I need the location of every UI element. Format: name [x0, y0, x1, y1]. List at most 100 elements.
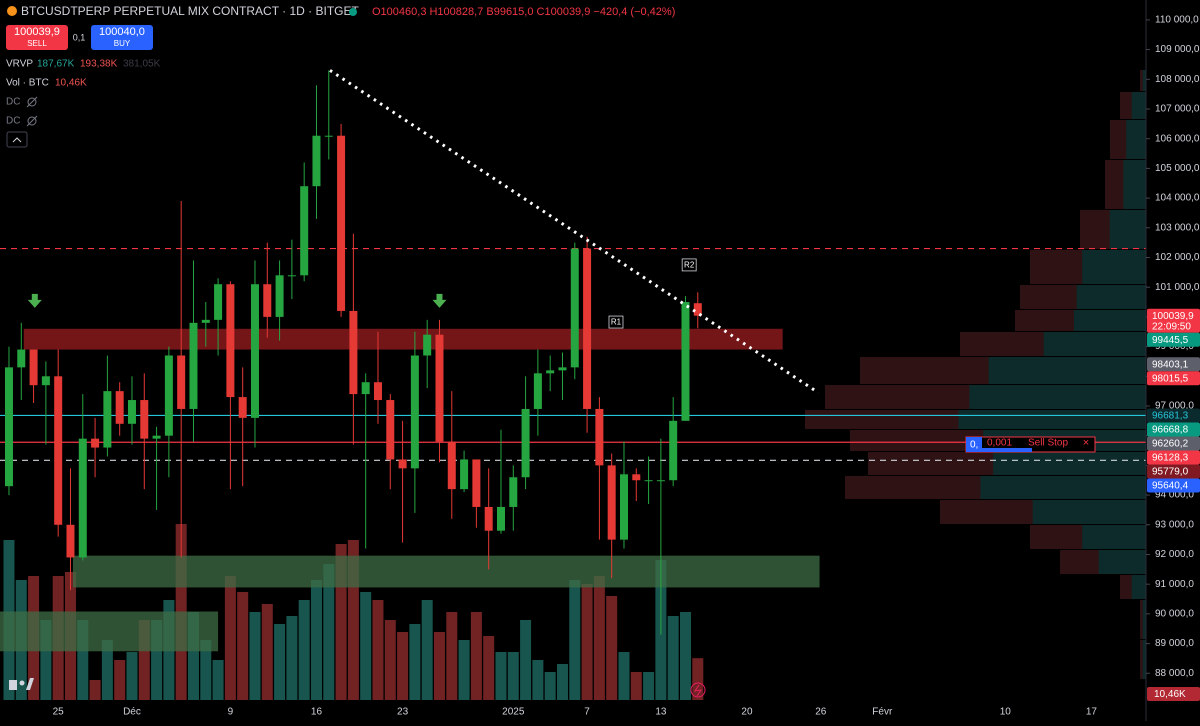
candle-body	[300, 186, 309, 276]
y-tick-label: 88 000,0	[1155, 668, 1194, 679]
order-prefix[interactable]: 0,	[970, 440, 978, 451]
volume-bar	[679, 612, 691, 700]
volume-label-box	[1147, 687, 1200, 701]
volume-bar	[249, 612, 261, 700]
candle-body	[4, 367, 13, 487]
price-label-box	[1147, 478, 1200, 493]
zone	[72, 555, 820, 588]
sell-label[interactable]: SELL	[27, 39, 47, 48]
price-label-box	[1147, 308, 1200, 333]
candle-body	[398, 459, 407, 469]
candle-body	[152, 435, 161, 439]
volume-bar	[618, 652, 630, 700]
candle-body	[78, 438, 87, 558]
volume-bar	[556, 664, 568, 700]
profile-row	[1142, 600, 1146, 639]
y-tick-label: 91 000,0	[1155, 579, 1194, 590]
price-label: 96128,3	[1152, 453, 1189, 464]
x-tick-label: 20	[741, 707, 753, 718]
x-tick-label: 2025	[502, 707, 525, 718]
candle-body	[472, 459, 481, 507]
y-tick-label: 99 000,0	[1155, 341, 1194, 352]
volume-bar	[360, 592, 372, 700]
alert-icon[interactable]	[690, 682, 706, 698]
volume-bar	[372, 600, 384, 700]
candle-body	[337, 135, 346, 311]
price-label-box	[1147, 436, 1200, 451]
axis-labels: 110 000,0 109 000,0 108 000,0 107 000,0 106 …	[53, 15, 1200, 718]
status-dot	[349, 8, 357, 16]
candle-body	[533, 373, 542, 409]
price-label: 95640,4	[1152, 481, 1189, 492]
profile-row	[1142, 70, 1146, 91]
price-label-box	[1147, 450, 1200, 465]
indicator-name[interactable]: VRVP	[6, 59, 33, 70]
volume-bar	[323, 564, 335, 700]
volume-bar	[200, 640, 212, 700]
profile-row	[1082, 250, 1146, 284]
x-tick-label: Déc	[123, 707, 141, 718]
zone	[0, 611, 219, 652]
profile-row	[1043, 332, 1146, 356]
candle-body	[619, 474, 628, 540]
y-tick-label: 107 000,0	[1155, 104, 1200, 115]
candle-body	[238, 397, 247, 418]
y-tick-label: 108 000,0	[1155, 74, 1200, 85]
buy-price[interactable]: 100040,0	[99, 26, 145, 38]
candle-body	[287, 275, 296, 277]
chevron	[12, 137, 22, 143]
candle-body	[607, 465, 616, 540]
sell-price[interactable]: 100039,9	[14, 26, 60, 38]
volume-bar	[274, 624, 286, 700]
price-label: 98403,1	[1152, 359, 1189, 370]
candle-body	[263, 284, 272, 317]
candle-body	[632, 474, 641, 481]
order-close[interactable]: ×	[1083, 437, 1089, 449]
price-label-box	[1147, 464, 1200, 479]
profile-row	[1131, 575, 1146, 599]
x-tick-label: 26	[815, 707, 827, 718]
hidden-icon[interactable]	[26, 96, 38, 108]
candle-body	[681, 302, 690, 421]
volume-bar	[458, 640, 470, 700]
candle-body	[361, 382, 370, 395]
order-line[interactable]: 0, 0,001 Sell Stop ×	[965, 436, 1096, 453]
volume-bar	[261, 604, 273, 700]
buy-label[interactable]: BUY	[114, 39, 131, 48]
profile-row	[1076, 285, 1146, 309]
collapse-button[interactable]	[6, 131, 28, 148]
candle-body	[201, 319, 210, 323]
indicator-name[interactable]: DC	[6, 116, 20, 127]
volume-bar	[433, 632, 445, 700]
spread: 0,1	[73, 32, 86, 42]
arrow-marker	[27, 293, 42, 308]
hidden-icon[interactable]	[26, 115, 38, 127]
volume-bar	[89, 680, 101, 700]
price-label: 99445,5	[1152, 335, 1189, 346]
candle-body	[484, 506, 493, 531]
price-label-box	[1147, 332, 1200, 347]
volume-bar	[470, 612, 482, 700]
indicator-name[interactable]: DC	[6, 97, 20, 108]
order-type[interactable]: Sell Stop	[1028, 438, 1068, 449]
candle-body	[546, 370, 555, 374]
buy-button[interactable]	[91, 25, 153, 50]
volume-bar	[520, 620, 532, 700]
candle-body	[373, 382, 382, 401]
sell-button[interactable]	[6, 25, 68, 50]
candle-body	[164, 355, 173, 436]
order-qty[interactable]: 0,001	[987, 438, 1012, 449]
candle-body	[324, 135, 333, 137]
indicator-name[interactable]: Vol · BTC	[6, 78, 49, 89]
profile-row	[969, 385, 1146, 409]
arrow-marker	[432, 293, 447, 308]
candle-body	[54, 376, 63, 525]
volume-bar	[151, 620, 163, 700]
candle-body	[41, 376, 50, 386]
zone	[23, 328, 783, 350]
price-label: 96681,3	[1152, 411, 1189, 422]
y-tick-label: 106 000,0	[1155, 133, 1200, 144]
volume-bar	[606, 596, 618, 700]
volume-bar	[77, 620, 89, 700]
price-label: 95779,0	[1152, 467, 1189, 478]
